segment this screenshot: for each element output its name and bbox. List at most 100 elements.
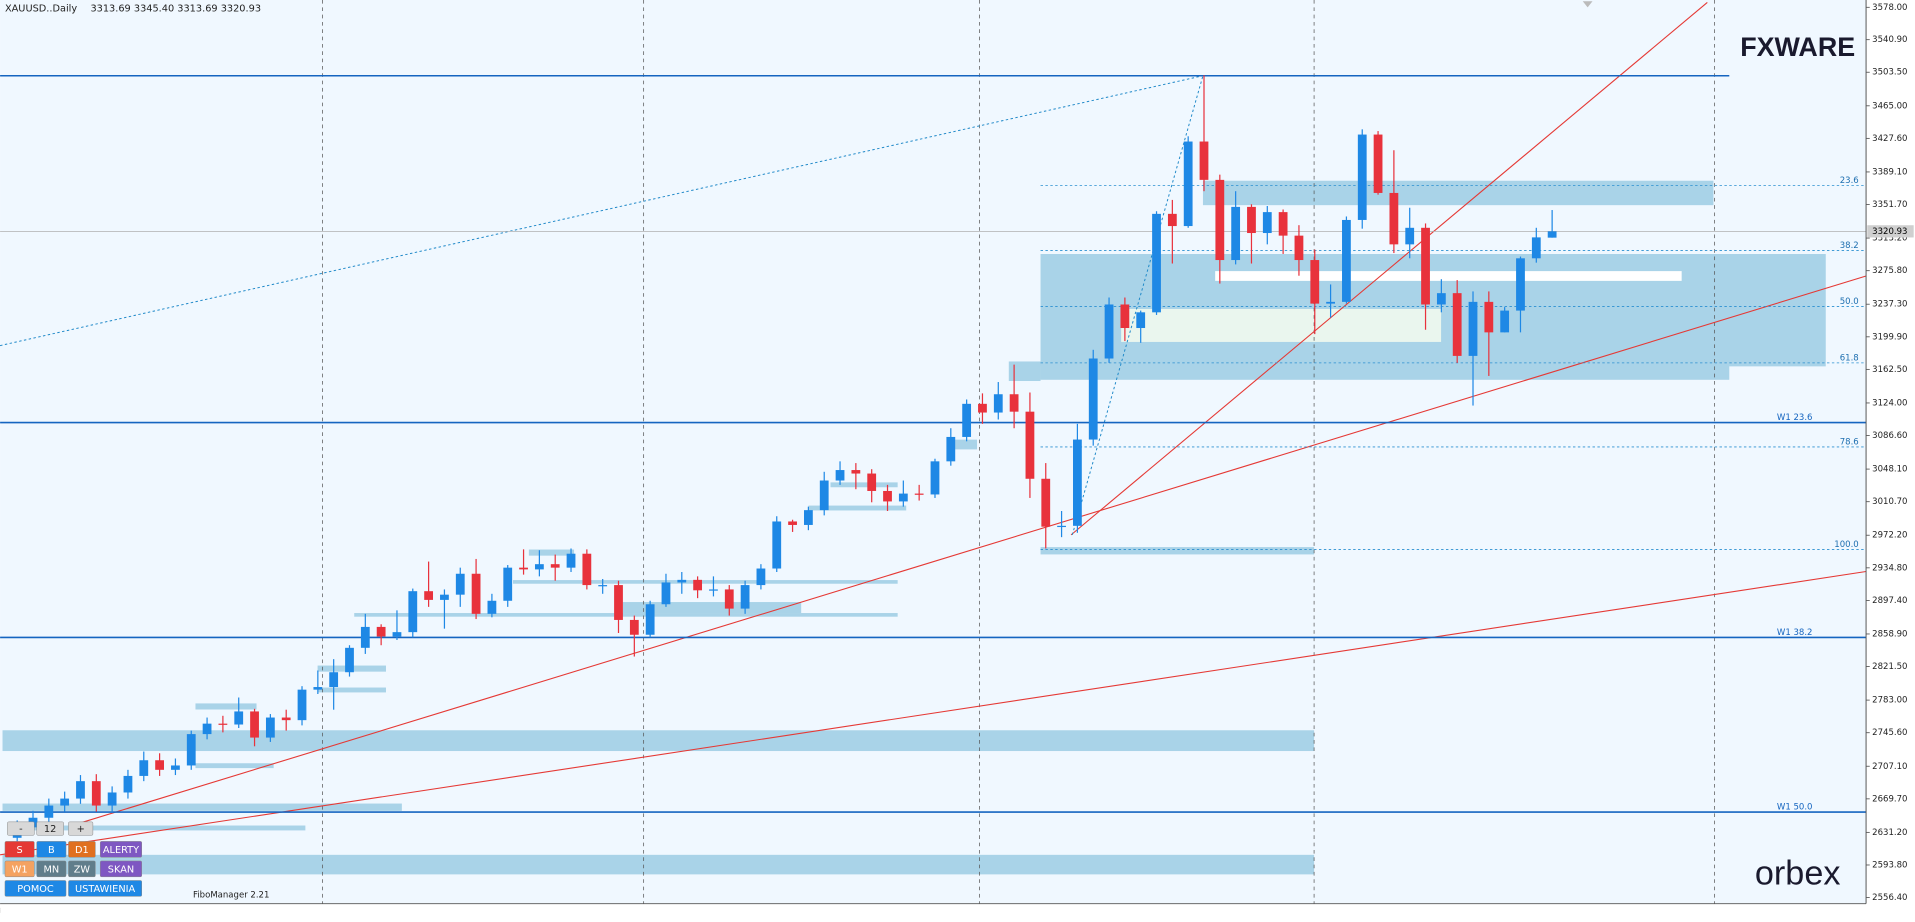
candle	[1468, 291, 1478, 406]
candle-body	[139, 760, 149, 776]
candle	[1120, 297, 1130, 342]
zone	[1040, 547, 1315, 555]
candle-body	[376, 626, 386, 637]
button-bg[interactable]	[36, 821, 64, 836]
panel-button[interactable]: ZW	[68, 860, 96, 878]
zone	[1008, 361, 1041, 382]
button-label[interactable]: MN	[44, 864, 60, 875]
button-label[interactable]: D1	[75, 845, 89, 856]
candle	[297, 686, 307, 726]
candle	[139, 751, 149, 782]
button-bg[interactable]	[4, 860, 35, 878]
button-bg[interactable]	[4, 880, 67, 897]
level-label: W1 50.0	[1777, 803, 1813, 813]
panel-button[interactable]: D1	[68, 841, 96, 858]
candle	[1342, 216, 1351, 304]
button-bg[interactable]	[68, 860, 96, 878]
zone	[830, 482, 898, 488]
button-label[interactable]: -	[19, 824, 23, 835]
zone	[317, 687, 386, 693]
panel-button[interactable]: MN	[36, 860, 67, 878]
y-tick-label: 2707.10	[1872, 762, 1907, 772]
panel-button[interactable]: SKAN	[99, 860, 142, 878]
candle-body	[91, 781, 101, 806]
button-label[interactable]: POMOC	[17, 884, 54, 895]
panel-button[interactable]: USTAWIENIA	[68, 880, 142, 897]
button-label[interactable]: SKAN	[108, 864, 134, 875]
candle	[566, 548, 576, 573]
y-tick-label: 3010.70	[1872, 497, 1907, 507]
candle-body	[709, 589, 718, 591]
panel-button[interactable]: S	[4, 841, 35, 858]
candle-body	[1357, 134, 1367, 220]
candle-body	[1088, 358, 1098, 440]
candle-body	[281, 717, 291, 721]
candle	[1183, 136, 1193, 228]
candle	[360, 613, 370, 654]
candle-body	[993, 394, 1003, 413]
button-label[interactable]: USTAWIENIA	[75, 884, 136, 895]
candle-body	[1167, 213, 1177, 227]
candle-body	[930, 461, 940, 495]
candle-body	[1373, 134, 1383, 193]
panel-button[interactable]: ALERTY	[99, 841, 142, 858]
candle	[693, 576, 703, 599]
candle-body	[614, 585, 623, 620]
zone	[354, 613, 898, 617]
button-label[interactable]: W1	[12, 864, 28, 875]
candle-body	[803, 510, 813, 525]
fib-label: 100.0	[1834, 540, 1858, 550]
panel-button[interactable]: +	[68, 821, 94, 836]
button-bg[interactable]	[99, 860, 142, 878]
panel-button[interactable]: -	[7, 821, 35, 836]
candle	[788, 519, 797, 532]
button-bg[interactable]	[68, 821, 94, 836]
button-label[interactable]: S	[17, 845, 23, 856]
zone	[1215, 271, 1682, 281]
button-label[interactable]: ALERTY	[103, 845, 139, 856]
button-label[interactable]: ZW	[74, 864, 91, 875]
candle-body	[265, 717, 275, 738]
candle	[1104, 297, 1114, 363]
fib-label: 50.0	[1840, 297, 1859, 307]
button-bg[interactable]	[99, 841, 142, 858]
button-label[interactable]: 12	[44, 824, 56, 835]
candle	[1167, 199, 1177, 264]
panel-button[interactable]: POMOC	[4, 880, 67, 897]
button-bg[interactable]	[4, 841, 35, 858]
panel-button[interactable]: B	[36, 841, 67, 858]
candle-body	[313, 687, 323, 690]
zone	[24, 825, 306, 831]
candle	[503, 565, 513, 607]
candle	[851, 463, 861, 490]
y-tick-label: 3351.70	[1872, 200, 1907, 210]
candle	[218, 715, 228, 733]
button-bg[interactable]	[68, 841, 96, 858]
candle	[629, 615, 639, 657]
panel-button[interactable]: 12	[36, 821, 64, 836]
y-tick-label: 2745.60	[1872, 728, 1907, 738]
candle-body	[946, 436, 956, 462]
candle-body	[440, 594, 449, 600]
button-label[interactable]: B	[48, 845, 55, 856]
candle-body	[677, 579, 687, 583]
y-tick-label: 2669.70	[1872, 794, 1907, 804]
candle	[186, 730, 196, 770]
candle	[1484, 291, 1494, 376]
panel-button[interactable]: W1	[4, 860, 35, 878]
button-bg[interactable]	[7, 821, 35, 836]
button-label[interactable]: +	[77, 824, 85, 835]
candle	[1278, 209, 1288, 254]
button-bg[interactable]	[68, 880, 142, 897]
candle-body	[835, 470, 845, 481]
candle	[202, 717, 212, 740]
candles	[12, 75, 1557, 844]
level-label: W1 23.6	[1777, 413, 1813, 423]
button-bg[interactable]	[36, 841, 67, 858]
fib-label: 23.6	[1840, 176, 1859, 186]
button-bg[interactable]	[36, 860, 67, 878]
candle-body	[76, 781, 85, 799]
candle	[1373, 131, 1383, 195]
